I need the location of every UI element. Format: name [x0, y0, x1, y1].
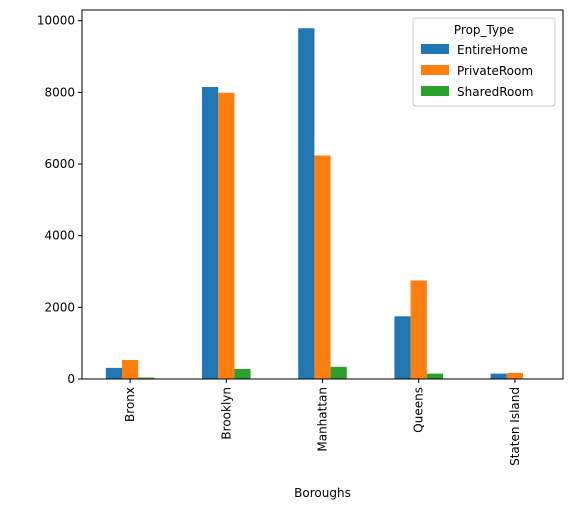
bar-sharedroom-manhattan: [330, 366, 347, 379]
y-tick-label: 2000: [44, 300, 75, 314]
legend-title: Prop_Type: [454, 23, 514, 37]
x-axis-title: Boroughs: [294, 486, 351, 500]
bar-sharedroom-queens: [426, 373, 443, 379]
bar-sharedroom-brooklyn: [234, 368, 251, 379]
legend-items: EntireHome PrivateRoom SharedRoom: [421, 43, 533, 99]
bar-entirehome-staten-island: [490, 373, 507, 379]
bar-entirehome-queens: [394, 316, 411, 379]
bar-privateroom-queens: [410, 280, 427, 379]
bar-entirehome-bronx: [105, 367, 122, 379]
x-tick-label: Queens: [412, 387, 426, 433]
x-tick-label: Bronx: [123, 387, 137, 422]
bar-privateroom-bronx: [122, 360, 139, 379]
y-tick-label: 0: [67, 372, 75, 386]
x-tick-label: Manhattan: [316, 387, 330, 452]
bar-entirehome-manhattan: [298, 28, 315, 379]
legend-swatch-sharedroom: [421, 86, 449, 96]
x-tick-label: Brooklyn: [219, 387, 233, 440]
x-axis: Bronx Brooklyn Manhattan Queens Staten Islan…: [123, 379, 522, 466]
y-tick-label: 8000: [44, 85, 75, 99]
y-tick-label: 4000: [44, 229, 75, 243]
bar-sharedroom-bronx: [138, 377, 155, 379]
bars-layer: [105, 28, 540, 380]
legend-label-sharedroom: SharedRoom: [457, 85, 533, 99]
bar-privateroom-brooklyn: [218, 92, 235, 379]
y-tick-label: 10000: [37, 14, 75, 28]
bar-privateroom-staten-island: [506, 372, 523, 379]
y-axis: 0 2000 4000 6000 8000 10000: [37, 14, 82, 386]
legend-label-privateroom: PrivateRoom: [457, 64, 533, 78]
y-tick-label: 6000: [44, 157, 75, 171]
legend-swatch-entirehome: [421, 44, 449, 54]
x-tick-label: Staten Island: [508, 387, 522, 466]
legend: Prop_Type EntireHome PrivateRoom SharedRoo…: [412, 17, 556, 107]
legend-box: [412, 17, 556, 107]
bar-privateroom-manhattan: [314, 155, 331, 379]
legend-swatch-privateroom: [421, 65, 449, 75]
legend-label-entirehome: EntireHome: [457, 43, 528, 57]
bar-entirehome-brooklyn: [202, 87, 219, 380]
